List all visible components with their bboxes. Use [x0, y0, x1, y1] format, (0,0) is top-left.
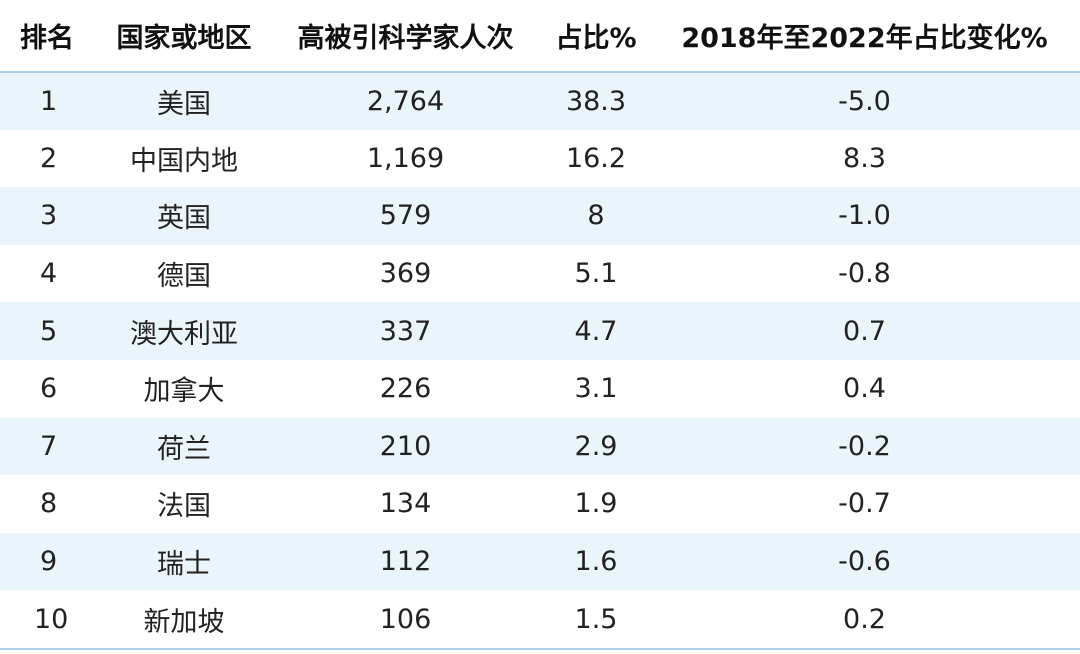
table-row: 2 中国内地 1,169 16.2 8.3 [0, 129, 1080, 188]
change-cell: -0.2 [838, 430, 891, 462]
region-cell: 瑞士 [157, 549, 211, 581]
table-row: 6 加拿大 226 3.1 0.4 [0, 359, 1080, 418]
rank-cell: 4 [40, 258, 58, 290]
header-count: 高被引科学家人次 [268, 0, 543, 73]
header-share: 占比% [543, 0, 649, 73]
header-row: 排名 国家或地区 高被引科学家人次 占比% 2018年至2022年占比变化% [0, 0, 1080, 73]
count-cell: 579 [379, 200, 432, 232]
count-cell: 2,764 [366, 85, 445, 117]
count-cell: 369 [379, 258, 432, 290]
change-cell: -0.8 [838, 258, 891, 290]
region-cell: 荷兰 [157, 433, 211, 465]
table-row: 3 英国 579 8 -1.0 [0, 187, 1080, 245]
region-cell: 澳大利亚 [130, 318, 238, 350]
rank-cell: 9 [40, 546, 58, 578]
region-cell: 加拿大 [143, 376, 225, 408]
count-cell: 134 [379, 488, 432, 520]
table-row: 1 美国 2,764 38.3 -5.0 [0, 72, 1080, 130]
share-cell: 1.5 [574, 603, 618, 635]
change-cell: 0.4 [843, 373, 886, 405]
table-row: 7 荷兰 210 2.9 -0.2 [0, 417, 1080, 476]
share-cell: 1.6 [574, 546, 618, 578]
rank-cell: 2 [40, 142, 58, 174]
change-cell: 8.3 [843, 142, 886, 174]
region-cell: 法国 [157, 491, 211, 523]
region-cell: 美国 [157, 88, 211, 120]
region-cell: 德国 [157, 261, 211, 293]
table-row: 8 法国 134 1.9 -0.7 [0, 475, 1080, 533]
region-cell: 中国内地 [130, 145, 238, 177]
change-cell: -5.0 [838, 85, 891, 117]
rank-cell: 6 [40, 373, 58, 405]
share-cell: 38.3 [565, 85, 627, 117]
region-cell: 新加坡 [143, 606, 225, 638]
change-cell: 0.2 [843, 603, 886, 635]
share-cell: 4.7 [574, 315, 618, 347]
table-body: 1 美国 2,764 38.3 -5.0 2 中国内地 1,169 16.2 8… [0, 72, 1080, 648]
header-region: 国家或地区 [100, 0, 268, 73]
change-cell: -0.6 [838, 546, 891, 578]
share-cell: 16.2 [565, 142, 627, 174]
share-cell: 5.1 [574, 258, 618, 290]
table-header: 排名 国家或地区 高被引科学家人次 占比% 2018年至2022年占比变化% [0, 0, 1080, 73]
count-cell: 1,169 [366, 142, 445, 174]
share-cell: 1.9 [574, 488, 618, 520]
table-row: 9 瑞士 112 1.6 -0.6 [0, 532, 1080, 591]
count-cell: 226 [379, 373, 432, 405]
rank-cell: 1 [40, 85, 58, 117]
share-cell: 2.9 [574, 430, 618, 462]
count-cell: 337 [379, 315, 432, 347]
change-cell: 0.7 [843, 315, 886, 347]
count-cell: 106 [379, 603, 432, 635]
rank-cell: 3 [40, 200, 58, 232]
rank-cell: 5 [40, 315, 58, 347]
rank-cell: 8 [40, 488, 58, 520]
share-cell: 8 [587, 200, 605, 232]
table-row: 5 澳大利亚 337 4.7 0.7 [0, 302, 1080, 360]
count-cell: 210 [379, 430, 432, 462]
rank-cell: 7 [40, 430, 58, 462]
table-row: 10 新加坡 106 1.5 0.2 [0, 590, 1080, 648]
change-cell: -1.0 [838, 200, 891, 232]
table-row: 4 德国 369 5.1 -0.8 [0, 244, 1080, 303]
share-cell: 3.1 [574, 373, 618, 405]
change-cell: -0.7 [838, 488, 891, 520]
header-change: 2018年至2022年占比变化% [649, 0, 1080, 73]
rank-cell: 10 [34, 603, 69, 635]
header-rank: 排名 [0, 0, 100, 73]
count-cell: 112 [379, 546, 432, 578]
bottom-divider [0, 648, 1080, 650]
region-cell: 英国 [157, 203, 211, 235]
